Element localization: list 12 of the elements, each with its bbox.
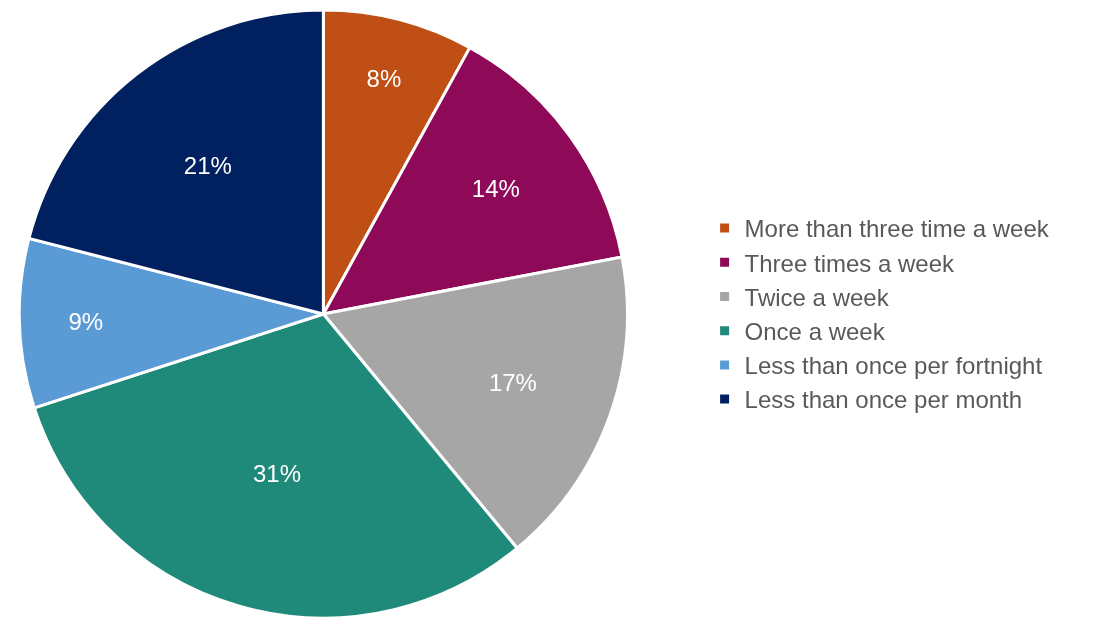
data-label: 14% <box>471 175 520 203</box>
data-label: 8% <box>366 64 402 92</box>
legend-label: More than three time a week <box>744 215 1050 243</box>
data-label: 21% <box>183 151 232 179</box>
data-label: 9% <box>68 307 104 335</box>
legend-label: Twice a week <box>744 283 890 311</box>
data-label: 31% <box>252 460 301 488</box>
legend-label: Three times a week <box>744 249 956 277</box>
data-label: 17% <box>488 368 537 396</box>
legend-label: Less than once per month <box>744 386 1023 414</box>
legend-label: Once a week <box>744 318 886 346</box>
legend-label: Less than once per fortnight <box>744 352 1043 380</box>
